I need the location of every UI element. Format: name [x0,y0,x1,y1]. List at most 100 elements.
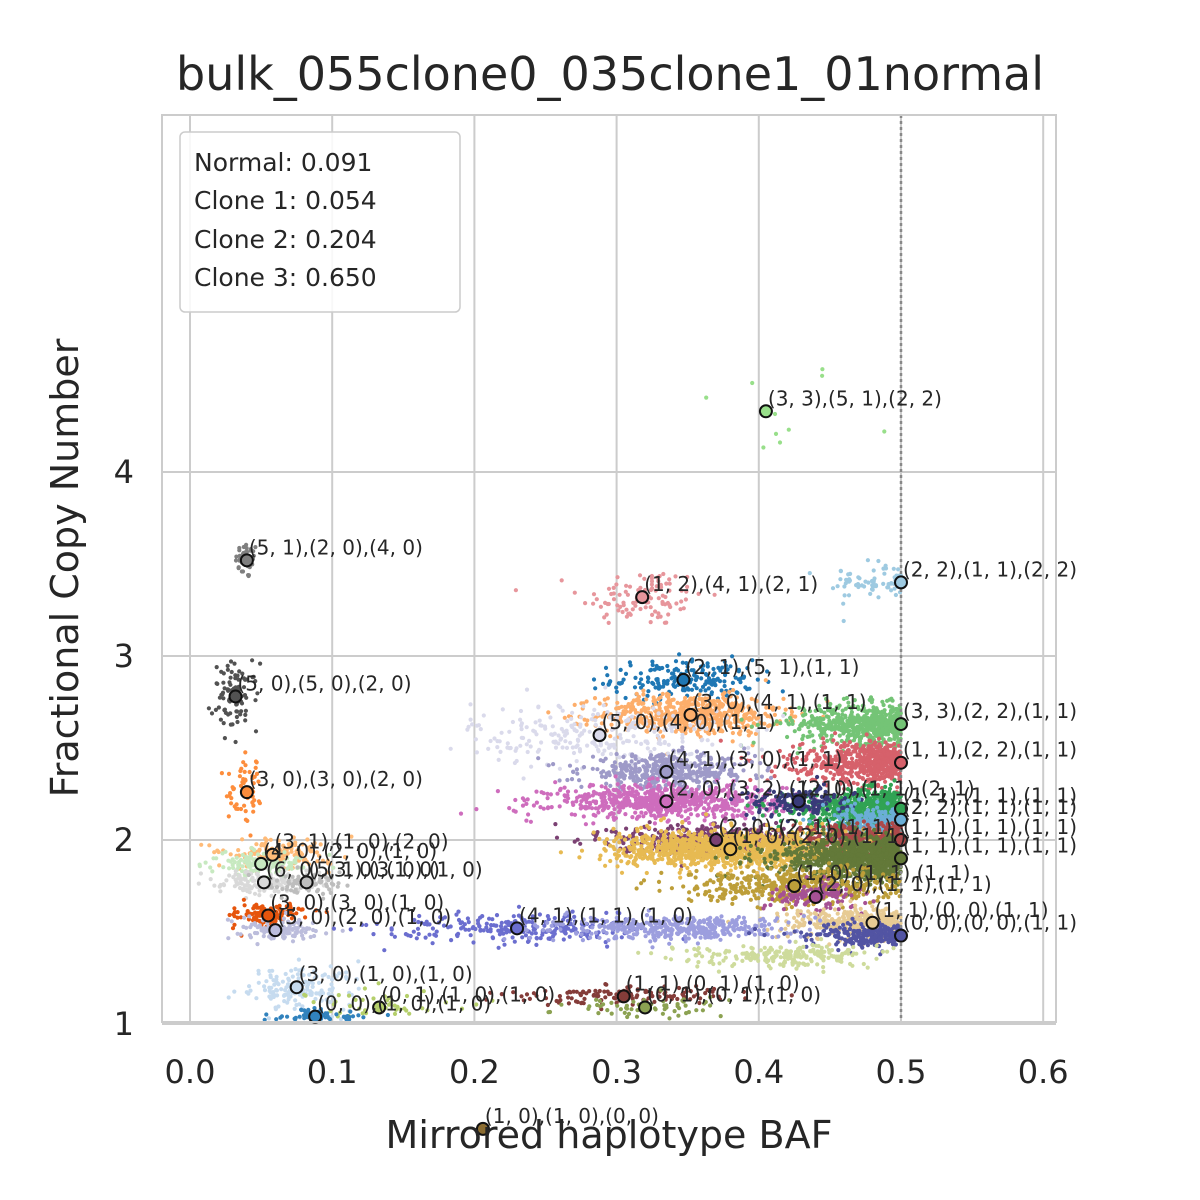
data-point [673,659,679,664]
data-point [685,584,690,590]
data-point [746,733,751,738]
data-point [645,693,650,699]
data-point [551,762,556,767]
data-point [556,703,561,709]
data-point [896,567,901,572]
data-point [478,727,483,732]
data-point [604,781,609,786]
data-point [602,794,607,800]
data-point [499,730,504,735]
data-point [563,739,568,744]
data-point [653,609,658,614]
data-point [458,811,464,816]
data-point [476,723,481,728]
data-point [601,791,606,796]
data-point [614,685,619,690]
data-point [560,708,565,713]
data-point [243,708,248,713]
data-point [713,770,718,775]
data-point [248,833,253,838]
data-point [736,669,741,674]
data-point [498,749,503,755]
data-point [613,774,618,779]
data-point [877,742,882,747]
data-point [838,569,844,574]
data-point [667,581,672,586]
data-point [650,612,655,618]
data-point [855,745,860,750]
data-point [834,742,839,747]
data-point [234,806,239,811]
data-point [889,696,894,701]
data-point [643,758,648,763]
data-point [513,809,518,814]
data-point [879,709,885,714]
data-point [875,707,880,713]
data-point [255,691,260,696]
data-point [642,765,647,770]
data-point [572,722,577,727]
data-point [857,728,862,733]
data-point [637,699,642,704]
data-point [584,800,589,805]
data-point [534,732,539,737]
data-point [846,579,852,584]
data-point [661,571,666,577]
data-point [750,658,755,663]
data-point [221,671,226,676]
data-point [844,761,849,766]
data-point [574,759,579,764]
data-point [614,794,619,799]
data-point [751,740,756,745]
data-point [786,722,792,727]
data-point [612,770,617,776]
data-point [692,800,697,805]
data-point [739,708,745,713]
data-point [571,802,576,808]
data-point [466,724,471,730]
data-point [236,684,241,689]
data-point [755,677,760,682]
data-point [679,588,684,593]
data-point [773,431,779,436]
data-point [577,778,582,783]
data-point [243,809,248,814]
data-point [592,707,597,713]
data-point [524,725,529,730]
data-point [796,726,801,732]
data-point [243,817,248,822]
data-point [585,743,590,748]
data-point [718,770,723,775]
data-point [665,663,670,669]
data-point [243,750,248,755]
data-point [741,675,746,680]
data-point [569,716,574,722]
data-point [230,785,235,790]
data-point [601,769,606,774]
data-point [837,733,842,738]
data-point [678,805,683,810]
data-point [649,753,654,758]
data-point [253,729,259,734]
data-point [685,664,690,669]
data-point [745,803,750,808]
data-point [826,715,831,720]
data-point [528,819,534,824]
data-point [706,680,711,685]
data-point [859,583,865,588]
data-point [591,592,597,597]
data-point [600,681,606,687]
data-point [630,815,635,820]
data-point [736,725,741,730]
data-point [555,791,560,796]
data-point [806,725,811,730]
data-point [806,720,811,725]
data-point [591,821,596,826]
data-point [730,739,735,744]
data-point [687,820,692,826]
data-point [546,805,551,810]
data-point [706,686,711,691]
data-point [630,774,635,780]
data-point [679,599,684,604]
data-point [722,659,727,664]
